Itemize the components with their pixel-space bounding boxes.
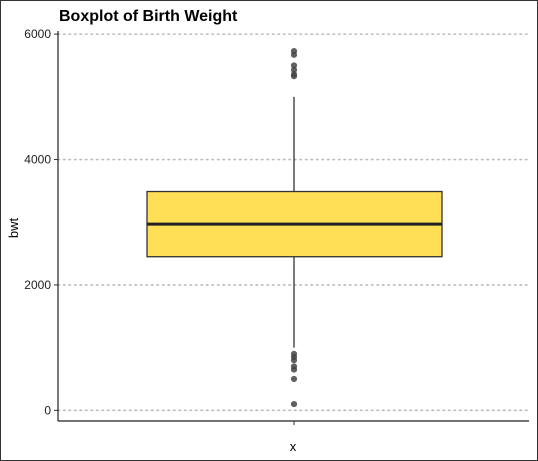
y-tick-label-2000: 2000 bbox=[24, 278, 51, 292]
outlier-point-8 bbox=[291, 357, 297, 363]
chart-title: Boxplot of Birth Weight bbox=[59, 8, 238, 25]
x-axis-label: x bbox=[290, 439, 297, 454]
outlier-point-5 bbox=[291, 73, 297, 79]
y-axis-label: bwt bbox=[6, 217, 21, 238]
outlier-point-10 bbox=[291, 366, 297, 372]
y-ticks: 0 2000 4000 6000 bbox=[24, 27, 58, 417]
y-tick-label-4000: 4000 bbox=[24, 153, 51, 167]
y-tick-label-6000: 6000 bbox=[24, 27, 51, 41]
outlier-point-11 bbox=[291, 376, 297, 382]
outlier-point-12 bbox=[291, 401, 297, 407]
outlier-point-1 bbox=[291, 52, 297, 58]
box-group bbox=[147, 97, 442, 348]
y-tick-label-0: 0 bbox=[44, 403, 51, 417]
